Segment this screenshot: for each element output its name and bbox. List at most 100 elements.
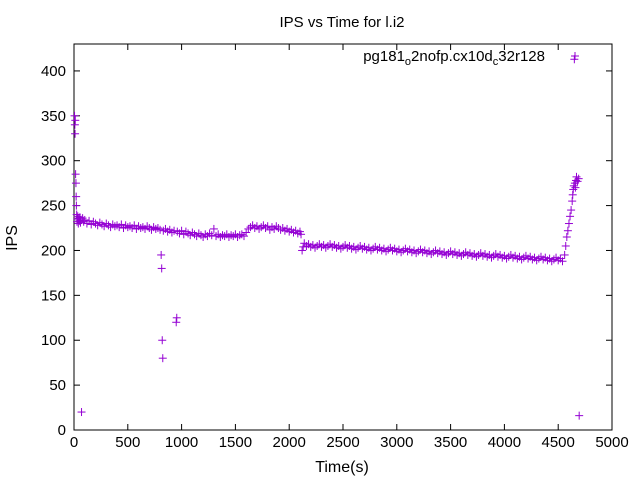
data-point [263,222,272,231]
data-point [272,222,281,231]
data-point [151,224,160,233]
data-point [149,223,158,232]
data-point [336,244,345,253]
data-point [237,230,246,239]
data-point [483,252,492,261]
data-point [158,354,167,363]
data-point [71,116,80,125]
data-point [261,224,270,233]
x-axis: 0 500 1000 1500 2000 2500 3000 3500 4000 4500 5000 [70,44,629,451]
data-point [71,129,80,138]
legend: pg181o2nofp.cx10dc32r128 [363,48,579,68]
x-tick-label: 5000 [595,434,628,451]
data-point [297,230,306,239]
data-point [244,224,253,233]
data-point [560,250,569,259]
data-point [502,254,511,263]
data-point [156,225,165,234]
data-point [343,243,352,252]
data-point [220,232,229,241]
data-point [153,224,162,233]
data-point [113,221,122,230]
data-point [463,250,472,259]
data-point [188,228,197,237]
data-point [298,246,307,255]
data-point [102,219,111,228]
data-point [543,256,552,265]
data-point [138,223,147,232]
data-point [196,231,205,240]
x-tick-label: 4500 [542,434,575,451]
data-point [403,247,412,256]
data-point [216,233,225,241]
y-axis-label: IPS [4,225,21,251]
x-tick-label: 3000 [380,434,413,451]
data-point [414,247,423,256]
data-point [384,245,393,254]
data-point [399,246,408,255]
data-point [569,185,578,194]
data-point [487,253,496,262]
data-point [433,249,442,258]
data-point [136,224,145,233]
data-point [218,231,227,240]
data-point [104,221,113,230]
y-tick-label: 50 [49,377,66,394]
data-point [77,408,86,417]
data-point [172,318,181,327]
data-point [85,216,94,225]
data-point [235,231,244,240]
data-point [468,251,477,260]
data-point [159,226,168,235]
data-point [568,197,577,206]
data-point [328,242,337,251]
data-point [554,256,563,265]
data-point [97,220,106,229]
data-point [429,248,438,257]
data-point [123,223,132,232]
data-point [418,248,427,257]
data-point [392,247,401,256]
data-point [70,111,79,120]
data-point [172,313,181,322]
y-tick-label: 150 [41,287,66,304]
data-point [158,336,167,345]
data-point [209,224,218,233]
data-point [302,241,311,250]
data-point [89,217,98,226]
data-point [267,223,276,232]
data-point [71,170,80,179]
data-point [246,223,255,232]
data-point [504,252,513,261]
data-point [388,246,397,255]
data-point [299,242,308,251]
data-point [558,257,567,266]
data-point [472,252,481,261]
data-point [407,248,416,257]
data-point [442,250,451,259]
data-point [317,242,326,251]
data-point [563,226,572,235]
data-point [561,241,570,250]
data-point [366,246,375,255]
data-point [397,248,406,257]
data-point [489,251,498,260]
data-point [167,228,176,237]
data-point [568,190,577,199]
data-point [255,224,264,233]
data-point [117,220,126,229]
data-point [339,242,347,251]
data-point [524,254,533,263]
data-point [498,253,507,262]
data-point [177,226,186,235]
data-point [564,219,573,228]
data-point [571,183,580,192]
data-point [332,243,341,252]
y-tick-label: 200 [41,242,66,259]
data-point [242,228,251,237]
data-point [130,221,139,230]
data-point [377,246,386,255]
data-point [478,251,487,260]
x-axis-label: Time(s) [315,459,369,476]
